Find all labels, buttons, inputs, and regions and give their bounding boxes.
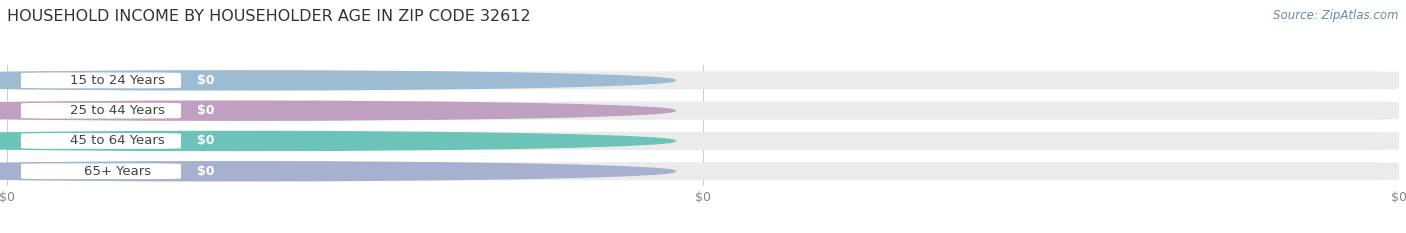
Text: 45 to 64 Years: 45 to 64 Years	[70, 134, 165, 147]
Circle shape	[0, 101, 675, 120]
FancyBboxPatch shape	[184, 72, 228, 88]
FancyBboxPatch shape	[7, 71, 1399, 89]
Text: 15 to 24 Years: 15 to 24 Years	[70, 74, 165, 87]
FancyBboxPatch shape	[184, 163, 228, 179]
FancyBboxPatch shape	[21, 163, 181, 179]
Text: HOUSEHOLD INCOME BY HOUSEHOLDER AGE IN ZIP CODE 32612: HOUSEHOLD INCOME BY HOUSEHOLDER AGE IN Z…	[7, 9, 530, 24]
Text: $0: $0	[197, 104, 215, 117]
Text: $0: $0	[197, 165, 215, 178]
Circle shape	[0, 162, 675, 181]
Text: 25 to 44 Years: 25 to 44 Years	[70, 104, 165, 117]
FancyBboxPatch shape	[184, 103, 228, 119]
FancyBboxPatch shape	[184, 133, 228, 149]
FancyBboxPatch shape	[21, 103, 181, 119]
Text: 65+ Years: 65+ Years	[84, 165, 152, 178]
Text: Source: ZipAtlas.com: Source: ZipAtlas.com	[1274, 9, 1399, 22]
FancyBboxPatch shape	[21, 133, 181, 149]
FancyBboxPatch shape	[7, 102, 1399, 120]
FancyBboxPatch shape	[7, 132, 1399, 150]
Circle shape	[0, 71, 675, 90]
FancyBboxPatch shape	[7, 162, 1399, 180]
Text: $0: $0	[197, 74, 215, 87]
FancyBboxPatch shape	[21, 72, 181, 88]
Text: $0: $0	[197, 134, 215, 147]
Circle shape	[0, 131, 675, 151]
